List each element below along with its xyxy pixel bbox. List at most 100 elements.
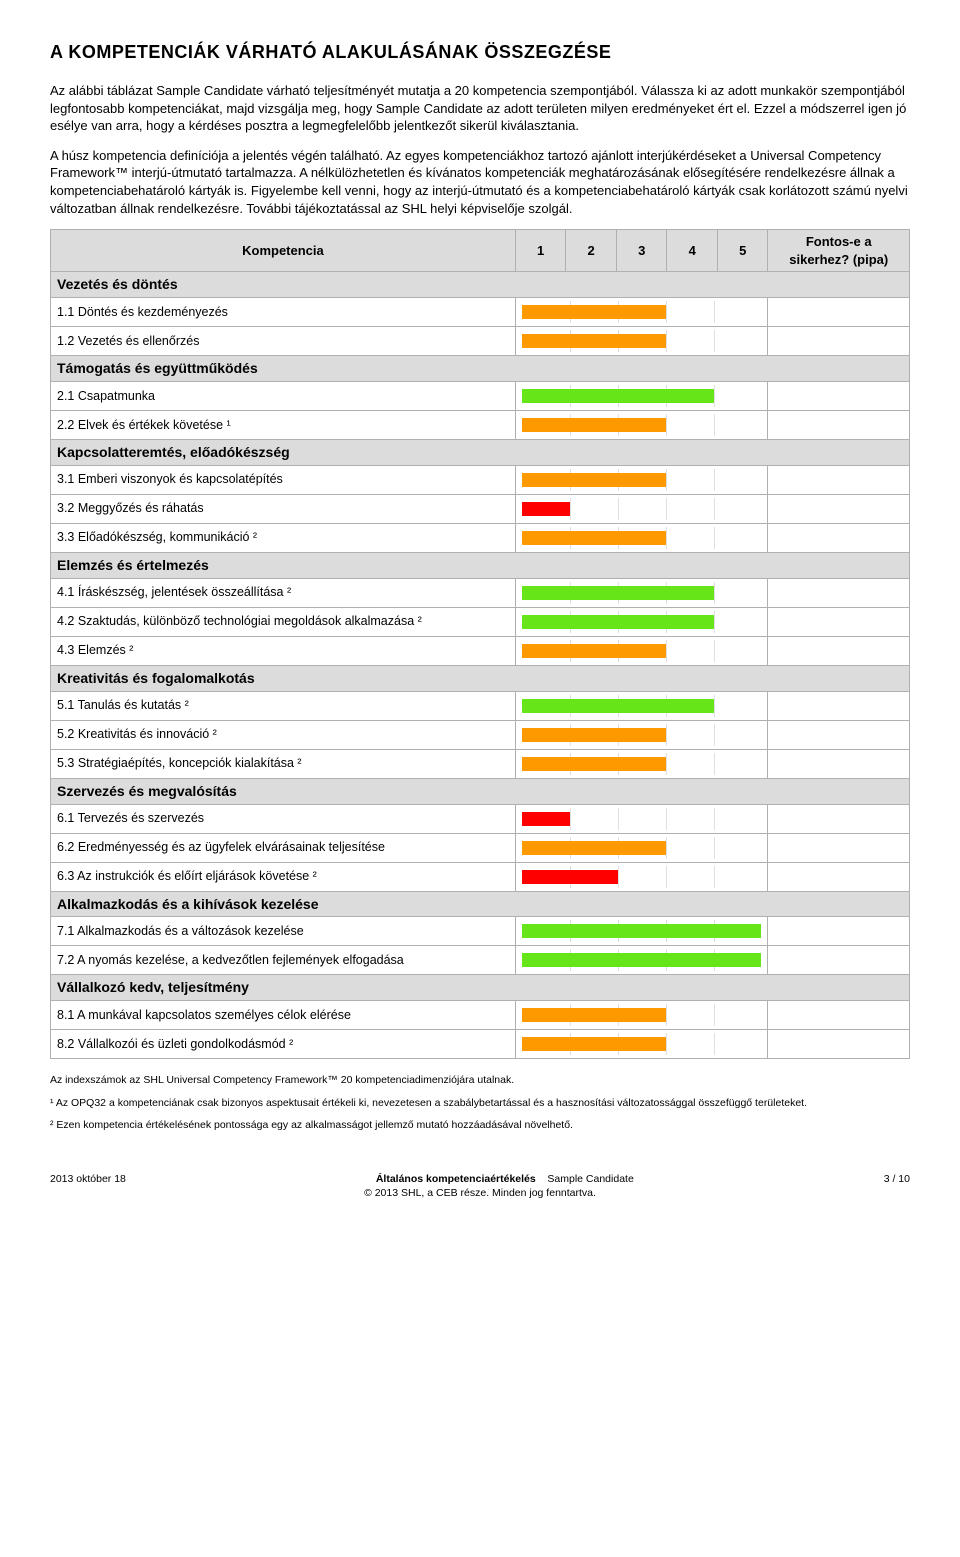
- category-label: Kreativitás és fogalomalkotás: [51, 665, 910, 691]
- pipa-cell[interactable]: [768, 327, 910, 356]
- competency-bar: [522, 389, 714, 403]
- pipa-cell[interactable]: [768, 578, 910, 607]
- pipa-cell[interactable]: [768, 691, 910, 720]
- header-col-4: 4: [667, 230, 718, 272]
- competency-bar: [522, 473, 666, 487]
- category-row: Elemzés és értelmezés: [51, 552, 910, 578]
- pipa-cell[interactable]: [768, 720, 910, 749]
- footnote: Az indexszámok az SHL Universal Competen…: [50, 1073, 910, 1087]
- intro-text: Az alábbi táblázat Sample Candidate várh…: [50, 82, 910, 217]
- competency-bar: [522, 812, 570, 826]
- pipa-cell[interactable]: [768, 523, 910, 552]
- pipa-cell[interactable]: [768, 494, 910, 523]
- competency-label: 4.1 Íráskészség, jelentések összeállítás…: [51, 578, 516, 607]
- competency-bar: [522, 305, 666, 319]
- intro-paragraph: Az alábbi táblázat Sample Candidate várh…: [50, 82, 910, 135]
- competency-bar: [522, 728, 666, 742]
- category-row: Támogatás és együttműködés: [51, 356, 910, 382]
- competency-bar: [522, 953, 762, 967]
- table-header-row: Kompetencia 1 2 3 4 5 Fontos-e a sikerhe…: [51, 230, 910, 272]
- page-title: A KOMPETENCIÁK VÁRHATÓ ALAKULÁSÁNAK ÖSSZ…: [50, 40, 910, 64]
- competency-table: Kompetencia 1 2 3 4 5 Fontos-e a sikerhe…: [50, 229, 910, 1059]
- competency-bar-cell: [515, 411, 768, 440]
- category-label: Kapcsolatteremtés, előadókészség: [51, 440, 910, 466]
- pipa-cell[interactable]: [768, 607, 910, 636]
- header-competency: Kompetencia: [51, 230, 516, 272]
- pipa-cell[interactable]: [768, 1001, 910, 1030]
- competency-bar-cell: [515, 298, 768, 327]
- competency-bar-cell: [515, 382, 768, 411]
- competency-label: 7.2 A nyomás kezelése, a kedvezőtlen fej…: [51, 946, 516, 975]
- header-col-2: 2: [566, 230, 617, 272]
- pipa-cell[interactable]: [768, 917, 910, 946]
- competency-bar-cell: [515, 917, 768, 946]
- header-col-5: 5: [717, 230, 768, 272]
- competency-bar: [522, 644, 666, 658]
- pipa-cell[interactable]: [768, 1030, 910, 1059]
- category-label: Szervezés és megvalósítás: [51, 778, 910, 804]
- competency-bar-cell: [515, 523, 768, 552]
- pipa-cell[interactable]: [768, 636, 910, 665]
- header-pipa: Fontos-e a sikerhez? (pipa): [768, 230, 910, 272]
- footer-date: 2013 október 18: [50, 1172, 126, 1186]
- footnote: ¹ Az OPQ32 a kompetenciának csak bizonyo…: [50, 1096, 910, 1110]
- pipa-cell[interactable]: [768, 411, 910, 440]
- competency-label: 5.1 Tanulás és kutatás ²: [51, 691, 516, 720]
- pipa-cell[interactable]: [768, 862, 910, 891]
- competency-bar: [522, 615, 714, 629]
- competency-label: 2.1 Csapatmunka: [51, 382, 516, 411]
- competency-bar-cell: [515, 1001, 768, 1030]
- competency-label: 5.3 Stratégiaépítés, koncepciók kialakít…: [51, 749, 516, 778]
- category-row: Kreativitás és fogalomalkotás: [51, 665, 910, 691]
- competency-bar-cell: [515, 327, 768, 356]
- competency-bar-cell: [515, 946, 768, 975]
- competency-bar: [522, 757, 666, 771]
- header-col-1: 1: [515, 230, 566, 272]
- competency-row: 4.1 Íráskészség, jelentések összeállítás…: [51, 578, 910, 607]
- competency-bar-cell: [515, 862, 768, 891]
- pipa-cell[interactable]: [768, 804, 910, 833]
- competency-bar: [522, 502, 570, 516]
- competency-label: 6.3 Az instrukciók és előírt eljárások k…: [51, 862, 516, 891]
- competency-row: 3.2 Meggyőzés és ráhatás: [51, 494, 910, 523]
- pipa-cell[interactable]: [768, 749, 910, 778]
- page-footer: 2013 október 18 Általános kompetenciaért…: [50, 1172, 910, 1200]
- competency-row: 6.1 Tervezés és szervezés: [51, 804, 910, 833]
- pipa-cell[interactable]: [768, 298, 910, 327]
- competency-bar: [522, 531, 666, 545]
- competency-row: 1.2 Vezetés és ellenőrzés: [51, 327, 910, 356]
- competency-bar: [522, 1037, 666, 1051]
- competency-bar-cell: [515, 1030, 768, 1059]
- competency-row: 7.2 A nyomás kezelése, a kedvezőtlen fej…: [51, 946, 910, 975]
- competency-bar: [522, 841, 666, 855]
- competency-row: 3.1 Emberi viszonyok és kapcsolatépítés: [51, 465, 910, 494]
- competency-label: 1.2 Vezetés és ellenőrzés: [51, 327, 516, 356]
- competency-bar-cell: [515, 720, 768, 749]
- competency-row: 7.1 Alkalmazkodás és a változások kezelé…: [51, 917, 910, 946]
- competency-bar-cell: [515, 578, 768, 607]
- competency-bar-cell: [515, 749, 768, 778]
- footnote: ² Ezen kompetencia értékelésének pontoss…: [50, 1118, 910, 1132]
- category-row: Vezetés és döntés: [51, 272, 910, 298]
- competency-row: 2.1 Csapatmunka: [51, 382, 910, 411]
- pipa-cell[interactable]: [768, 465, 910, 494]
- pipa-cell[interactable]: [768, 946, 910, 975]
- competency-bar-cell: [515, 833, 768, 862]
- competency-row: 6.3 Az instrukciók és előírt eljárások k…: [51, 862, 910, 891]
- category-label: Vállalkozó kedv, teljesítmény: [51, 975, 910, 1001]
- competency-bar: [522, 586, 714, 600]
- competency-row: 3.3 Előadókészség, kommunikáció ²: [51, 523, 910, 552]
- competency-row: 2.2 Elvek és értékek követése ¹: [51, 411, 910, 440]
- competency-row: 8.2 Vállalkozói és üzleti gondolkodásmód…: [51, 1030, 910, 1059]
- pipa-cell[interactable]: [768, 833, 910, 862]
- competency-bar-cell: [515, 636, 768, 665]
- pipa-cell[interactable]: [768, 382, 910, 411]
- competency-row: 5.3 Stratégiaépítés, koncepciók kialakít…: [51, 749, 910, 778]
- competency-row: 8.1 A munkával kapcsolatos személyes cél…: [51, 1001, 910, 1030]
- competency-bar-cell: [515, 607, 768, 636]
- competency-label: 5.2 Kreativitás és innováció ²: [51, 720, 516, 749]
- competency-label: 4.2 Szaktudás, különböző technológiai me…: [51, 607, 516, 636]
- competency-label: 8.1 A munkával kapcsolatos személyes cél…: [51, 1001, 516, 1030]
- competency-bar-cell: [515, 465, 768, 494]
- competency-row: 1.1 Döntés és kezdeményezés: [51, 298, 910, 327]
